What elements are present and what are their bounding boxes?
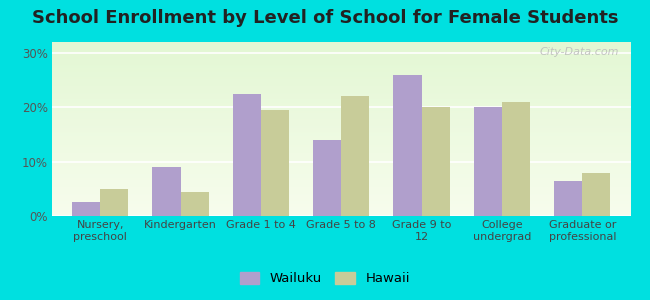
Bar xyxy=(422,107,450,216)
Bar xyxy=(554,181,582,216)
Bar xyxy=(582,172,610,216)
Text: School Enrollment by Level of School for Female Students: School Enrollment by Level of School for… xyxy=(32,9,618,27)
Bar xyxy=(393,75,422,216)
Bar xyxy=(313,140,341,216)
Bar xyxy=(100,189,128,216)
Legend: Wailuku, Hawaii: Wailuku, Hawaii xyxy=(235,266,415,290)
Text: City-Data.com: City-Data.com xyxy=(540,47,619,57)
Bar xyxy=(474,107,502,216)
Bar xyxy=(72,202,100,216)
Bar xyxy=(233,94,261,216)
Bar xyxy=(261,110,289,216)
Bar xyxy=(341,96,369,216)
Bar xyxy=(502,102,530,216)
Bar xyxy=(153,167,181,216)
Bar xyxy=(181,191,209,216)
